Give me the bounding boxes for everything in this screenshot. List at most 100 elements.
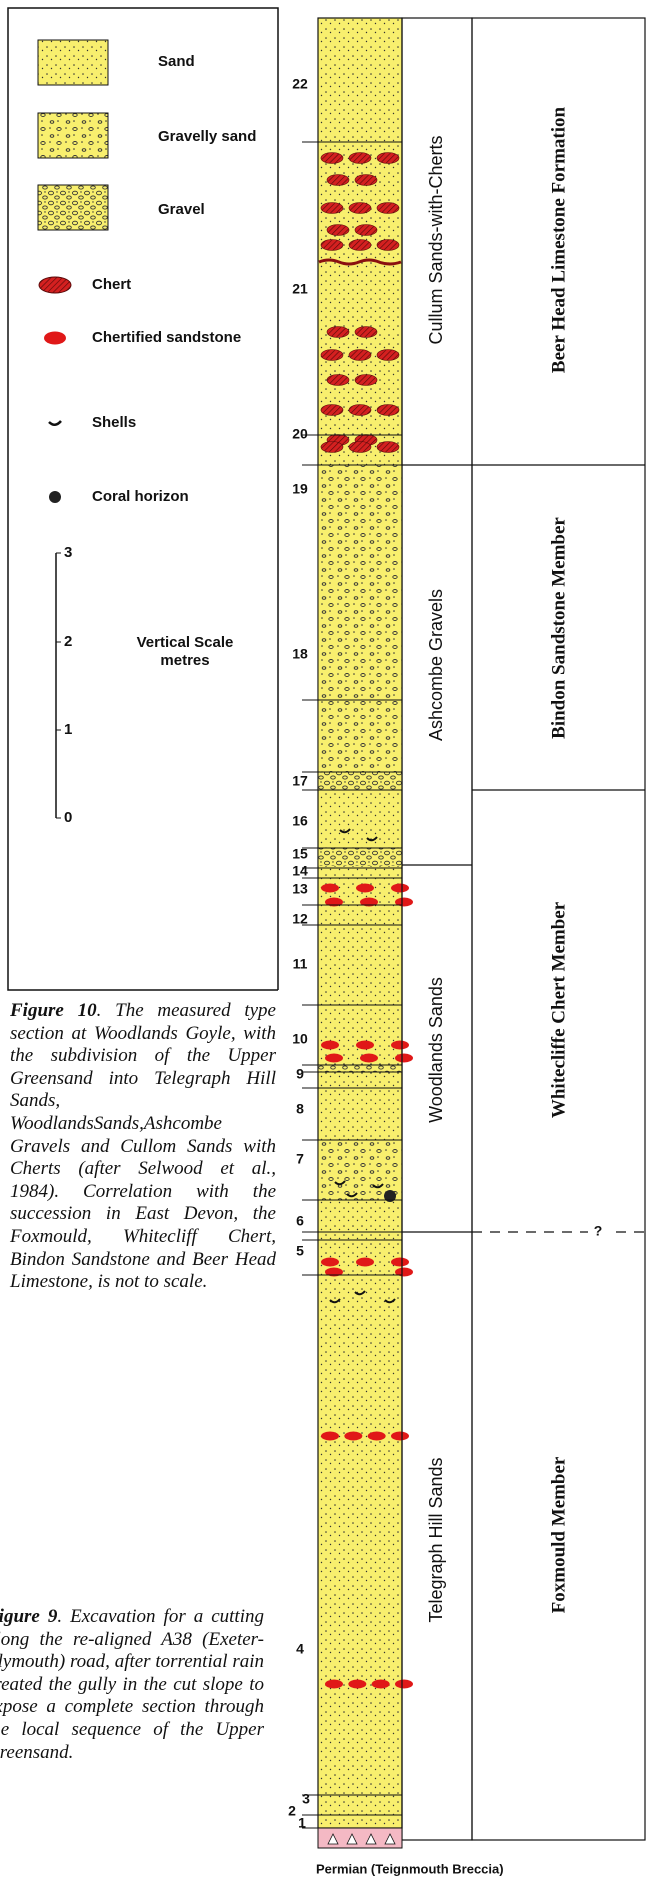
unit-label: Telegraph Hill Sands	[426, 1457, 446, 1622]
member-label: Beer Head Limestone Formation	[548, 107, 569, 374]
legend-label: Shells	[92, 414, 136, 431]
section-column	[318, 18, 402, 1828]
bed-number: 1	[298, 1815, 306, 1831]
legend-label: Chertified sandstone	[92, 329, 241, 346]
chert	[377, 153, 399, 164]
chertified	[360, 1054, 378, 1063]
chert	[321, 203, 343, 214]
question-mark: ?	[594, 1223, 603, 1239]
chertified	[372, 1680, 390, 1689]
bed-fill	[319, 848, 402, 866]
caption-text: . Excavation for a cutting along the re-…	[0, 1606, 264, 1763]
figure-10-caption: Figure 10. The measured type section at …	[10, 1000, 276, 1294]
chert	[349, 203, 371, 214]
bed-fill	[319, 772, 402, 790]
chertified	[321, 1258, 339, 1267]
base-label: Permian (Teignmouth Breccia)	[316, 1861, 504, 1876]
bed-fill	[319, 465, 402, 560]
gravel-swatch	[38, 185, 108, 230]
chert	[349, 153, 371, 164]
member-label: Whitecliffe Chert Member	[548, 901, 569, 1118]
bed-number: 13	[292, 881, 308, 897]
scale-title: Vertical Scale	[137, 634, 234, 651]
chertified	[321, 1041, 339, 1050]
scale-label: 0	[64, 809, 72, 826]
bed-number: 22	[292, 76, 308, 92]
chertified	[321, 884, 339, 893]
chert	[349, 350, 371, 361]
chert	[349, 442, 371, 453]
legend-label: Gravelly sand	[158, 128, 256, 145]
bed-number: 16	[292, 813, 308, 829]
chert	[321, 240, 343, 251]
member-label: Bindon Sandstone Member	[548, 517, 569, 739]
bed-number: 8	[296, 1101, 304, 1117]
chert	[321, 442, 343, 453]
caption-label: Figure 9	[0, 1606, 57, 1627]
bed-number: 21	[292, 281, 308, 297]
chertified	[325, 1680, 343, 1689]
chertified	[368, 1432, 386, 1441]
scale-title: metres	[160, 652, 209, 669]
chertified	[391, 1258, 409, 1267]
chert	[377, 203, 399, 214]
sand-swatch	[38, 40, 108, 85]
bed-number: 18	[292, 646, 308, 662]
chert	[327, 225, 349, 236]
caption-label: Figure 10	[10, 1000, 97, 1021]
chertified	[391, 884, 409, 893]
bed-number: 5	[296, 1243, 304, 1259]
unit-label: Ashcombe Gravels	[426, 589, 446, 741]
bed-number: 15	[292, 846, 308, 862]
bed-number: 11	[293, 956, 308, 972]
caption-text: . The measured type section at Woodlands…	[10, 1000, 276, 1292]
chert	[377, 350, 399, 361]
member-label: Foxmould Member	[548, 1456, 569, 1613]
chertified	[356, 1041, 374, 1050]
legend-label: Gravel	[158, 201, 205, 218]
chert	[355, 225, 377, 236]
chert	[355, 327, 377, 338]
figure-9-caption: Figure 9. Excavation for a cutting along…	[0, 1606, 264, 1764]
scale-label: 2	[64, 633, 72, 650]
chert	[327, 327, 349, 338]
chert	[321, 405, 343, 416]
chert	[327, 175, 349, 186]
chertified	[391, 1041, 409, 1050]
chertified	[344, 1432, 362, 1441]
legend-label: Coral horizon	[92, 488, 189, 505]
bed-number: 7	[296, 1151, 304, 1167]
bed-number: 20	[292, 426, 308, 442]
scale-label: 1	[64, 721, 72, 738]
chertified	[321, 1432, 339, 1441]
chert	[377, 442, 399, 453]
chert	[321, 153, 343, 164]
bed-number: 14	[292, 863, 308, 879]
bed-fill	[319, 1065, 402, 1072]
bed-number: 2	[288, 1803, 296, 1819]
chertified	[395, 1680, 413, 1689]
chertified	[325, 1054, 343, 1063]
bed-number: 10	[292, 1031, 308, 1047]
chertified	[356, 884, 374, 893]
chert	[349, 240, 371, 251]
chert	[327, 375, 349, 386]
gravelly-sand-swatch	[38, 113, 108, 158]
chert	[355, 175, 377, 186]
shell-icon	[49, 421, 61, 425]
chertified-icon	[44, 332, 66, 345]
bed-number: 4	[296, 1641, 304, 1657]
bed-fill	[319, 560, 402, 772]
bed-number: 3	[302, 1791, 310, 1807]
unit-label: Cullum Sands-with-Cherts	[426, 135, 446, 344]
chert	[355, 375, 377, 386]
chert	[377, 405, 399, 416]
chert	[349, 405, 371, 416]
bed-number: 17	[292, 773, 308, 789]
unit-label: Woodlands Sands	[426, 977, 446, 1123]
chert-icon	[39, 277, 71, 293]
bed-number: 9	[296, 1066, 304, 1082]
bed-number: 19	[292, 481, 308, 497]
chertified	[356, 1258, 374, 1267]
chert	[377, 240, 399, 251]
